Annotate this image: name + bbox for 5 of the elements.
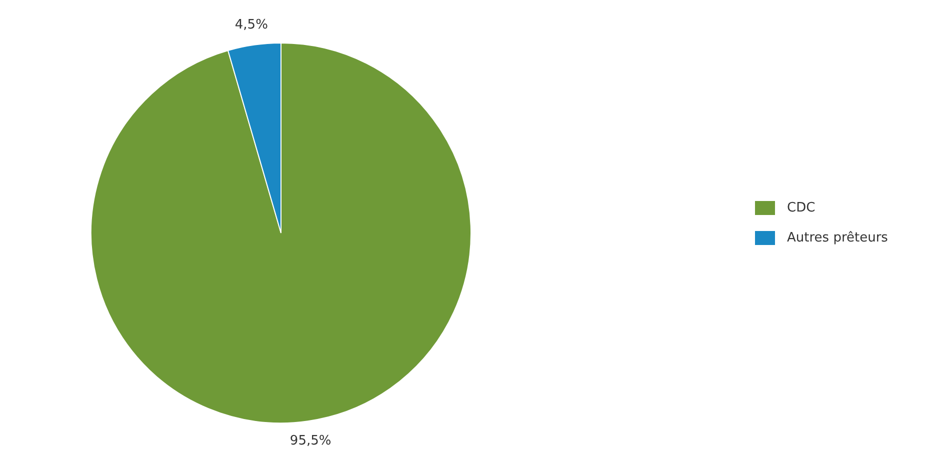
pie-slice [90,42,472,424]
data-label: 95,5% [290,433,332,448]
legend-label: CDC [787,200,816,216]
data-label: 4,5% [234,18,268,33]
legend-label: Autres prêteurs [787,230,888,246]
